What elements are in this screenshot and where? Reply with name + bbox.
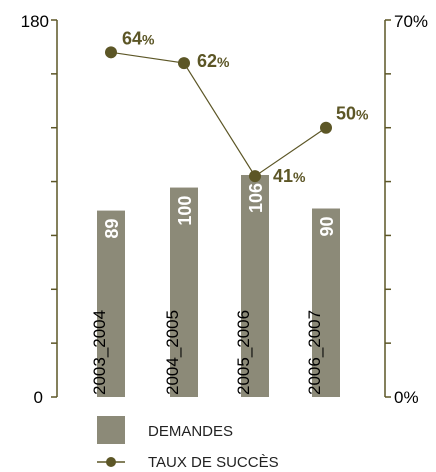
success-rate-label: 62% xyxy=(197,51,230,71)
legend-marker-swatch xyxy=(106,457,116,467)
legend-label-demandes: DEMANDES xyxy=(148,423,233,440)
left-axis-tick-label: 0 xyxy=(34,388,43,407)
legend-swatch-demandes xyxy=(97,416,125,444)
axes: 180 0 70% 0% xyxy=(21,12,428,407)
category-label: 2006_2007 xyxy=(305,310,324,395)
success-rate-label: 64% xyxy=(122,28,155,48)
bar-2003_2004 xyxy=(97,210,125,397)
bar-value-label: 106 xyxy=(246,183,266,213)
success-rate-point xyxy=(105,46,117,59)
legend: DEMANDES TAUX DE SUCCÈS xyxy=(97,416,279,471)
success-rate-point xyxy=(178,57,190,70)
category-label: 2003_2004 xyxy=(90,310,109,395)
left-axis-tick-label: 180 xyxy=(21,12,49,31)
success-rate-point xyxy=(320,121,332,134)
category-label: 2005_2006 xyxy=(234,310,253,395)
success-rate-series: 64% 62% 41% 50% xyxy=(105,28,369,186)
right-axis-tick-label: 0% xyxy=(394,388,419,407)
success-rate-line xyxy=(110,51,327,178)
success-rate-label: 41% xyxy=(273,166,306,186)
bar-value-label: 89 xyxy=(102,219,122,239)
success-rate-point xyxy=(249,170,261,183)
right-axis-tick-label: 70% xyxy=(394,12,428,31)
bar-value-label: 100 xyxy=(175,196,195,226)
legend-label-success-rate: TAUX DE SUCCÈS xyxy=(148,454,279,471)
category-label: 2004_2005 xyxy=(163,310,182,395)
bar-2006_2007 xyxy=(312,208,340,397)
success-rate-label: 50% xyxy=(336,104,369,124)
bar-2005_2006 xyxy=(241,174,269,397)
bar-2004_2005 xyxy=(170,187,198,397)
bars: 89 2003_2004 100 2004_2005 106 2005_2006 90 200… xyxy=(90,174,340,397)
bar-value-label: 90 xyxy=(317,217,337,237)
